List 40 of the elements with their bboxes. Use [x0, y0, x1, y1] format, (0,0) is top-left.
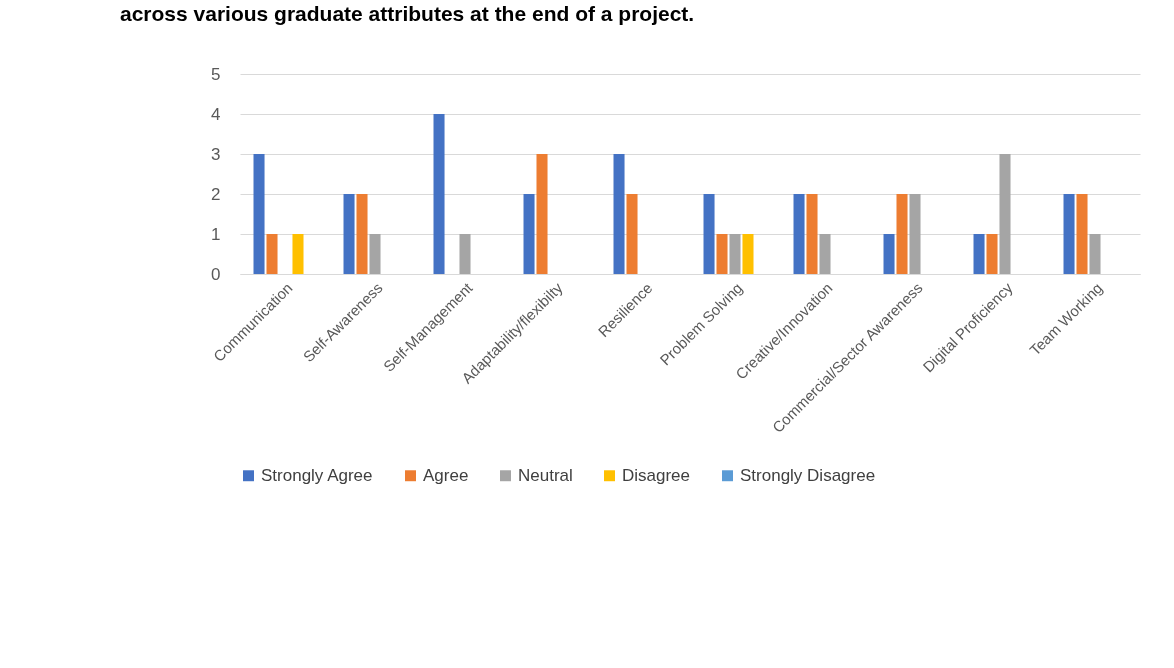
bar — [729, 234, 741, 274]
bar — [253, 154, 265, 274]
bar — [1076, 194, 1088, 274]
bar — [613, 154, 625, 274]
legend-label: Agree — [423, 465, 469, 485]
bar — [793, 194, 805, 274]
legend-label: Neutral — [518, 465, 573, 485]
bar — [1089, 234, 1101, 274]
legend-label: Disagree — [622, 465, 691, 485]
legend-label: Strongly Agree — [261, 465, 373, 485]
bar — [716, 234, 728, 274]
bar — [973, 234, 985, 274]
bar — [883, 234, 895, 274]
bar — [806, 194, 818, 274]
bar — [266, 234, 278, 274]
bar — [896, 194, 908, 274]
bar — [433, 114, 445, 274]
bar — [292, 234, 304, 274]
bar — [626, 194, 638, 274]
legend-label: Strongly Disagree — [740, 465, 876, 485]
y-tick-label: 2 — [211, 184, 221, 204]
bar — [356, 194, 368, 274]
bar — [819, 234, 831, 274]
bar — [536, 154, 548, 274]
y-tick-label: 0 — [211, 264, 221, 284]
bar — [459, 234, 471, 274]
bar — [369, 234, 381, 274]
bar — [986, 234, 998, 274]
bar — [1063, 194, 1075, 274]
bar — [999, 154, 1011, 274]
chart-title: across various graduate attributes at the end of a project. — [120, 2, 695, 25]
bar — [742, 234, 754, 274]
y-tick-label: 3 — [211, 144, 221, 164]
y-tick-label: 1 — [211, 224, 221, 244]
bar — [909, 194, 921, 274]
y-tick-label: 4 — [211, 104, 221, 124]
y-tick-label: 5 — [211, 64, 221, 84]
bar — [703, 194, 715, 274]
bar — [523, 194, 535, 274]
bar — [343, 194, 355, 274]
